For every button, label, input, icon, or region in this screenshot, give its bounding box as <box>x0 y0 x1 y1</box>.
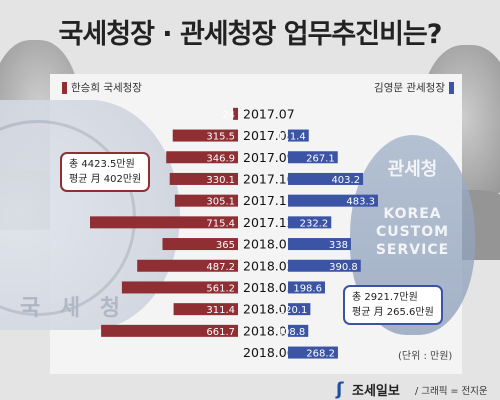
bar-right <box>288 303 311 316</box>
bar-left <box>233 107 238 120</box>
data-label-left: 330.1 <box>206 175 235 186</box>
data-label-left: 715.4 <box>206 218 235 229</box>
bar-left <box>172 129 238 142</box>
legend-swatch-left <box>62 81 67 94</box>
emblem-line: CUSTOM <box>375 224 450 240</box>
legend-label-right: 김영문 관세청장 <box>374 82 445 94</box>
footer <box>0 378 500 400</box>
data-label-left: 487.2 <box>206 262 235 273</box>
legend-swatch-right <box>449 81 454 94</box>
bar-right <box>288 324 309 337</box>
legend-left: 한승희 국세청장 <box>58 80 142 95</box>
bar-left <box>101 324 238 337</box>
data-label-left: 24 <box>222 110 235 121</box>
category-label: 2018.02 <box>243 258 295 273</box>
data-label-right: 268.2 <box>306 349 335 360</box>
category-label: 2018.03 <box>243 280 295 295</box>
category-label: 2018.01 <box>243 237 295 252</box>
category-label: 2017.07 <box>243 106 295 121</box>
data-label-right: 111.4 <box>277 132 306 143</box>
category-label: 2017.11 <box>243 193 295 208</box>
category-label: 2018.06 <box>243 345 295 360</box>
data-label-left: 661.7 <box>206 327 235 338</box>
unit-note: (단위 : 만원) <box>398 351 453 362</box>
category-label: 2017.09 <box>243 150 295 165</box>
data-label-right: 267.1 <box>306 153 335 164</box>
bar-left <box>121 281 238 294</box>
bar-left <box>173 303 238 316</box>
emblem-lines: KOREA CUSTOM SERVICE <box>350 205 475 259</box>
data-label-left: 315.5 <box>206 132 235 143</box>
callout-left-line2: 평균 月 402만원 <box>69 174 142 185</box>
data-label-right: 108.8 <box>277 327 306 338</box>
category-label: 2017.10 <box>243 171 295 186</box>
bar-left <box>162 238 238 251</box>
bar-left <box>137 259 238 272</box>
logo-icon: ʃ <box>336 379 344 400</box>
callout-left-total: 총 4423.5만원 평균 月 402만원 <box>60 152 151 192</box>
category-label: 2018.04 <box>243 302 295 317</box>
data-label-left: 305.1 <box>206 197 235 208</box>
bar-right <box>288 172 364 185</box>
bar-right <box>288 151 338 164</box>
callout-right-line2: 평균 月 265.6만원 <box>352 307 434 318</box>
bar-left <box>174 194 238 207</box>
data-label-left: 561.2 <box>206 283 235 294</box>
data-label-left: 346.9 <box>206 153 235 164</box>
data-label-right: 120.1 <box>279 305 308 316</box>
bar-right <box>288 281 325 294</box>
publisher-logo: 조세일보 <box>352 384 400 399</box>
graphic-credit: / 그래픽 = 전지운 <box>415 386 488 397</box>
seal-left-text: 국 세 청 <box>20 296 127 321</box>
data-label-right: 390.8 <box>329 262 358 273</box>
category-label: 2017.12 <box>243 215 295 230</box>
legend-right: 김영문 관세청장 <box>374 80 458 95</box>
data-label-right: 483.3 <box>346 197 375 208</box>
emblem-title: 관세청 <box>387 159 438 180</box>
callout-left-line1: 총 4423.5만원 <box>69 159 135 170</box>
page-title: 국세청장 · 관세청장 업무추진비는? <box>58 19 443 50</box>
data-label-right: 232.2 <box>300 218 329 229</box>
data-label-left: 365 <box>216 240 235 251</box>
bar-right <box>288 238 351 251</box>
callout-right-total: 총 2921.7만원 평균 月 265.6만원 <box>343 285 443 325</box>
bar-left <box>166 151 238 164</box>
data-label-left: 311.4 <box>206 305 235 316</box>
bar-left <box>169 172 238 185</box>
bar-right <box>288 259 361 272</box>
bar-right <box>288 346 338 359</box>
bar-left <box>90 216 238 229</box>
category-label: 2018.05 <box>243 323 295 338</box>
legend-label-left: 한승희 국세청장 <box>71 82 142 94</box>
category-label: 2017.08 <box>243 128 295 143</box>
data-label-right: 338 <box>329 240 348 251</box>
callout-right-line1: 총 2921.7만원 <box>352 292 418 303</box>
bar-right <box>288 216 332 229</box>
emblem-line: KOREA <box>383 206 442 222</box>
emblem-line: SERVICE <box>375 242 450 258</box>
bar-right <box>288 194 378 207</box>
data-label-right: 198.6 <box>293 283 322 294</box>
data-label-right: 403.2 <box>331 175 360 186</box>
bar-right <box>288 129 309 142</box>
